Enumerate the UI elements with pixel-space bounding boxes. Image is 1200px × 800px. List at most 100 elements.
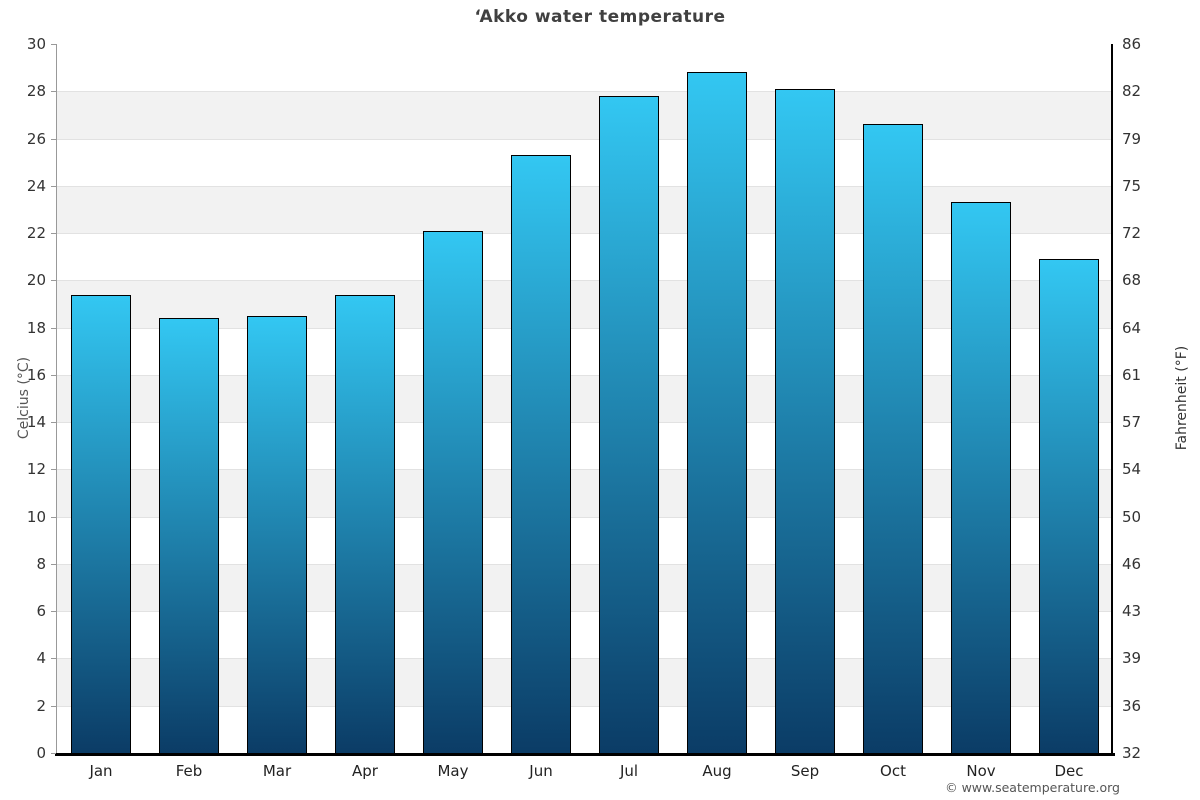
y-tick-fahrenheit: 39 xyxy=(1122,649,1142,668)
y-tickmark xyxy=(51,138,56,140)
y-tick-fahrenheit: 86 xyxy=(1122,35,1142,53)
bar-slot-apr xyxy=(321,44,409,753)
y-tickmark xyxy=(51,563,56,565)
y-tick-celsius: 0 xyxy=(36,744,46,762)
bar-slot-sep xyxy=(761,44,849,753)
bar-jun xyxy=(511,155,571,753)
y-tick-fahrenheit: 32 xyxy=(1122,744,1142,762)
bar-slot-jul xyxy=(585,44,673,753)
y-tickmark xyxy=(51,185,56,187)
y-tick-celsius: 30 xyxy=(26,35,46,53)
y-tickmark xyxy=(51,469,56,471)
y-tick-celsius: 12 xyxy=(26,460,46,479)
grid-band xyxy=(57,185,1113,234)
x-tick-label-sep: Sep xyxy=(790,762,820,780)
y-tick-fahrenheit: 36 xyxy=(1122,696,1142,715)
y-tick-celsius: 8 xyxy=(36,554,46,573)
bar-slot-nov xyxy=(937,44,1025,753)
grid-band xyxy=(57,705,1113,753)
grid-band xyxy=(57,611,1113,658)
bar-oct xyxy=(863,124,923,753)
y-tick-fahrenheit: 79 xyxy=(1122,129,1142,148)
y-tickmark xyxy=(51,374,56,376)
bar-slot-dec xyxy=(1025,44,1113,753)
y-tick-fahrenheit: 57 xyxy=(1122,413,1142,432)
y-tickmark xyxy=(51,753,56,754)
y-tick-celsius: 18 xyxy=(26,318,46,337)
bar-slot-jan xyxy=(57,44,145,753)
grid-band xyxy=(57,91,1113,139)
x-tick-label-jun: Jun xyxy=(529,762,553,780)
y-tickmark xyxy=(51,422,56,424)
y-tickmark xyxy=(51,233,56,235)
y-tick-fahrenheit: 75 xyxy=(1122,176,1142,195)
y-tick-fahrenheit: 46 xyxy=(1122,554,1142,573)
y-tick-celsius: 14 xyxy=(26,413,46,432)
y-tick-fahrenheit: 61 xyxy=(1122,365,1142,384)
y-tick-fahrenheit: 68 xyxy=(1122,271,1142,290)
x-tick-label-oct: Oct xyxy=(880,762,906,780)
y-axis-label-fahrenheit: Fahrenheit (°F) xyxy=(1174,345,1190,451)
y-tickmark xyxy=(51,91,56,93)
grid-band xyxy=(57,327,1113,375)
bar-slot-oct xyxy=(849,44,937,753)
y-tick-celsius: 10 xyxy=(26,507,46,526)
y-tick-celsius: 2 xyxy=(36,696,46,715)
x-tick-label-may: May xyxy=(437,762,469,780)
grid-band xyxy=(57,374,1113,423)
x-tick-label-aug: Aug xyxy=(702,762,732,780)
y-tickmark xyxy=(51,611,56,613)
x-axis-labels: Jan Feb Mar Apr May Jun Jul Aug Sep Oct Nov Dec xyxy=(57,761,1113,781)
x-tick-label-jan: Jan xyxy=(89,762,113,780)
grid-band xyxy=(57,422,1113,469)
bar-jan xyxy=(71,294,131,753)
y-tickmark xyxy=(51,516,56,518)
bar-apr xyxy=(335,294,395,753)
y-axis-ticks-celsius: 30 28 26 24 22 20 18 16 14 12 10 8 6 4 2 0 xyxy=(0,36,48,761)
y-tickmark xyxy=(51,44,56,45)
x-axis-line xyxy=(55,753,1115,756)
y-tick-celsius: 28 xyxy=(26,82,46,101)
y-axis-line-left xyxy=(56,44,57,753)
y-tick-fahrenheit: 54 xyxy=(1122,460,1142,479)
y-tick-celsius: 24 xyxy=(26,176,46,195)
y-tick-celsius: 26 xyxy=(26,129,46,148)
bars-container xyxy=(57,44,1113,753)
x-tick-label-jul: Jul xyxy=(619,762,639,780)
bar-mar xyxy=(247,315,307,753)
x-tick-label-dec: Dec xyxy=(1054,762,1084,780)
y-tick-celsius: 4 xyxy=(36,649,46,668)
grid-band xyxy=(57,469,1113,517)
y-tick-fahrenheit: 50 xyxy=(1122,507,1142,526)
y-tick-fahrenheit: 64 xyxy=(1122,318,1142,337)
grid-band xyxy=(57,516,1113,564)
bar-may xyxy=(423,230,483,753)
y-tick-fahrenheit: 43 xyxy=(1122,602,1142,621)
bar-slot-aug xyxy=(673,44,761,753)
grid-band xyxy=(57,233,1113,280)
y-tick-celsius: 6 xyxy=(36,602,46,621)
grid-band xyxy=(57,280,1113,328)
bar-slot-feb xyxy=(145,44,233,753)
x-tick-label-feb: Feb xyxy=(175,762,203,780)
y-axis-ticks-fahrenheit: 86 82 79 75 72 68 64 61 57 54 50 46 43 39 36 32 xyxy=(1122,36,1182,761)
y-tick-fahrenheit: 72 xyxy=(1122,224,1142,243)
x-tick-label-apr: Apr xyxy=(352,762,378,780)
bar-nov xyxy=(951,202,1011,753)
bar-slot-may xyxy=(409,44,497,753)
grid-band xyxy=(57,658,1113,706)
bar-dec xyxy=(1039,259,1099,753)
y-tick-fahrenheit: 82 xyxy=(1122,82,1142,101)
y-axis-line-right xyxy=(1111,44,1113,756)
y-axis-label-celsius: Celcius (°C) xyxy=(16,356,32,440)
y-tickmark xyxy=(51,658,56,660)
copyright-text: © www.seatemperature.org xyxy=(945,780,1120,795)
y-tick-celsius: 16 xyxy=(26,365,46,384)
y-tickmark xyxy=(51,280,56,282)
y-tickmark xyxy=(51,705,56,707)
bar-feb xyxy=(159,318,219,753)
bar-sep xyxy=(775,88,835,753)
grid-band xyxy=(57,138,1113,186)
y-axis-tickmarks xyxy=(51,44,56,754)
